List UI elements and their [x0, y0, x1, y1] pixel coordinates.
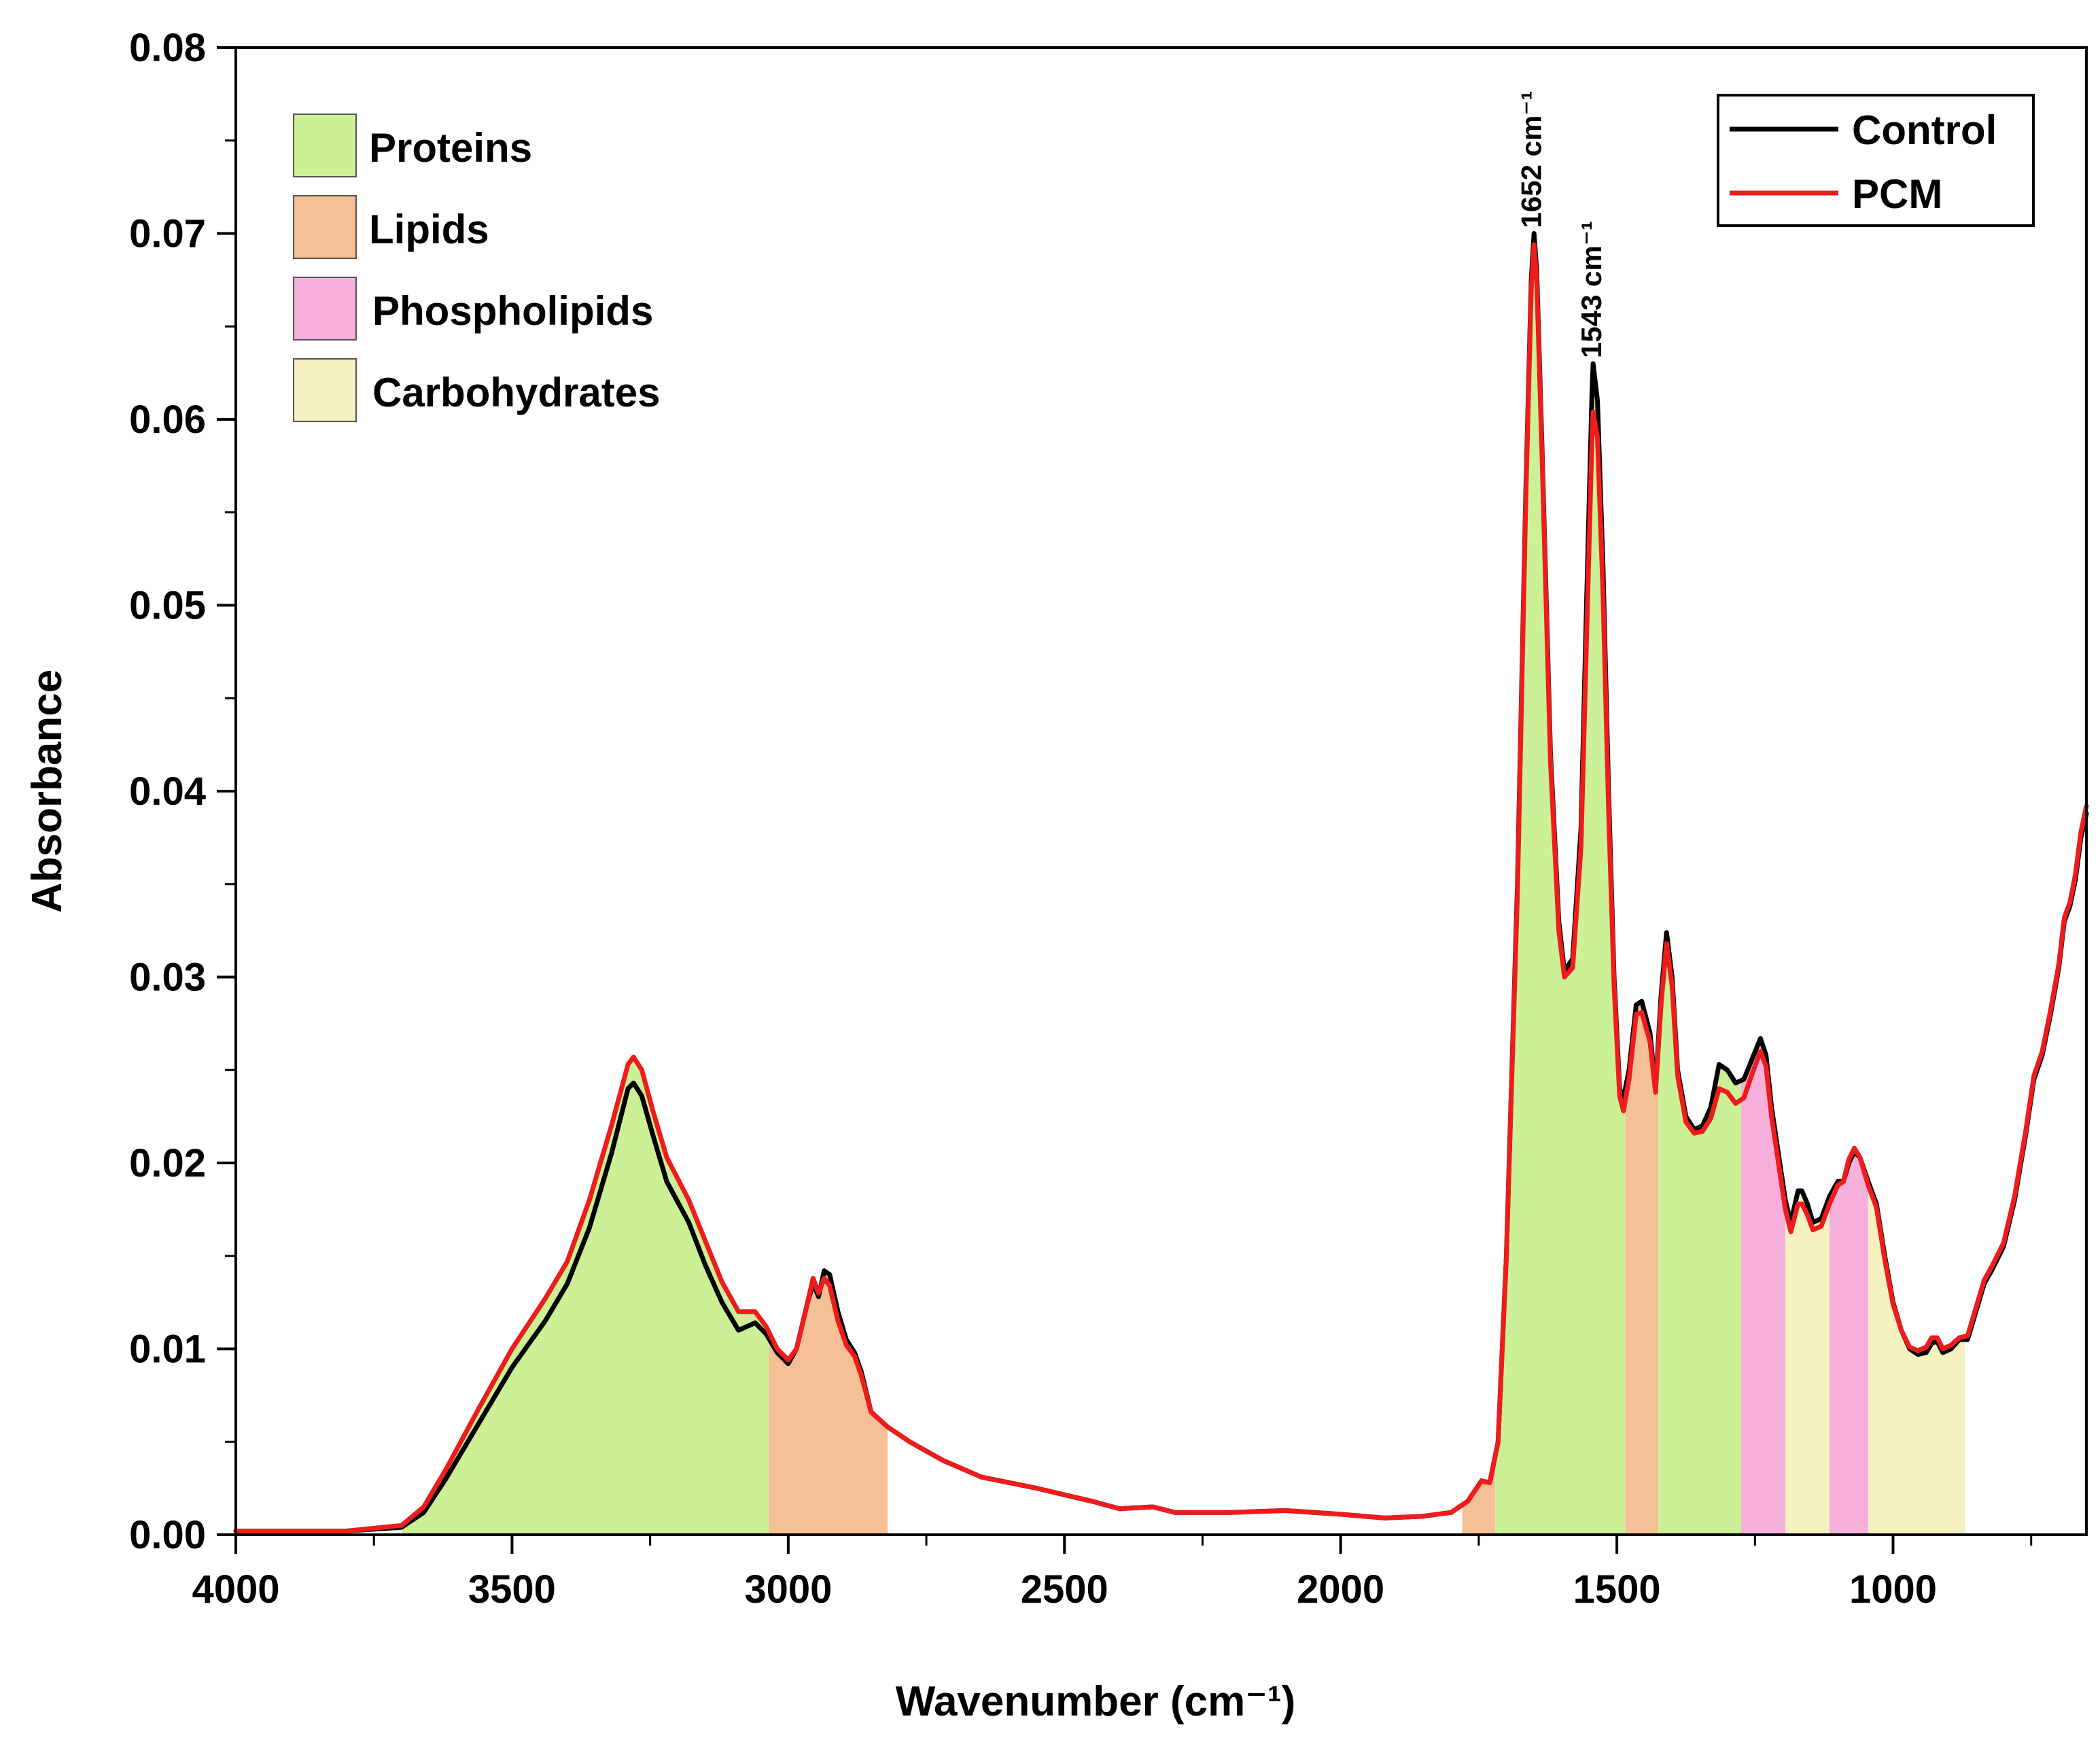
legend-swatch-carbohydrates — [293, 358, 357, 422]
spectral-regions — [401, 233, 1965, 1535]
legend-swatch-lipids — [293, 195, 357, 259]
region-phospholipids-6 — [1741, 1038, 1785, 1535]
x-tick-label-2500: 2500 — [1021, 1567, 1108, 1612]
y-tick-label-8: 0.08 — [129, 26, 206, 70]
region-phospholipids-8 — [1830, 1148, 1868, 1535]
y-tick-label-1: 0.01 — [129, 1327, 206, 1372]
x-tick-label-4000: 4000 — [192, 1567, 279, 1612]
y-axis-ticks: 0.00 0.01 0.02 0.03 0.04 0.05 0.06 0.07 0.08 — [129, 26, 236, 1557]
x-axis-title: Wavenumber (cm⁻¹) — [896, 1678, 1296, 1725]
series-legend-box — [1717, 94, 2035, 227]
region-lipids-4 — [1625, 1001, 1659, 1535]
region-proteins-0 — [401, 1057, 769, 1535]
peak-annotation-0: 1652 cm⁻¹ — [1516, 91, 1547, 228]
y-tick-label-5: 0.05 — [129, 584, 206, 628]
x-tick-label-1000: 1000 — [1849, 1567, 1937, 1612]
x-tick-label-1500: 1500 — [1573, 1567, 1661, 1612]
legend-label-control: Control — [1852, 107, 1997, 153]
series-line-pcm — [233, 242, 2089, 1533]
y-tick-label-6: 0.06 — [129, 398, 206, 442]
legend-swatch-proteins — [293, 114, 357, 177]
y-tick-label-7: 0.07 — [129, 212, 206, 256]
y-tick-label-0: 0.00 — [129, 1513, 206, 1557]
region-carbohydrates-9 — [1868, 1181, 1965, 1535]
x-tick-label-3000: 3000 — [744, 1567, 832, 1612]
legend-label-carbohydrates: Carbohydrates — [372, 370, 660, 415]
region-carbohydrates-7 — [1785, 1191, 1830, 1535]
x-axis-ticks: 4000 3500 3000 2500 2000 1500 1000 — [192, 1535, 2033, 1612]
legend-label-pcm: PCM — [1852, 171, 1942, 217]
legend-label-lipids: Lipids — [369, 207, 489, 252]
x-tick-label-3500: 3500 — [468, 1567, 556, 1612]
peak-annotation-1: 1543 cm⁻¹ — [1575, 221, 1607, 358]
y-axis-title: Absorbance — [24, 669, 71, 913]
x-tick-label-2000: 2000 — [1297, 1567, 1384, 1612]
legend-swatch-phospholipids — [293, 277, 357, 341]
series-legend: Control PCM — [1717, 94, 2035, 227]
y-tick-label-2: 0.02 — [129, 1141, 206, 1185]
region-lipids-2 — [1462, 1455, 1496, 1535]
region-proteins-3 — [1495, 233, 1626, 1535]
legend-label-proteins: Proteins — [369, 125, 532, 171]
legend-label-phospholipids: Phospholipids — [372, 288, 653, 334]
series-lines — [233, 231, 2089, 1533]
y-tick-label-3: 0.03 — [129, 956, 206, 1000]
peak-annotations: 1652 cm⁻¹ 1543 cm⁻¹ — [1516, 91, 1608, 358]
region-lipids-1 — [769, 1270, 888, 1535]
region-legend: Proteins Lipids Phospholipids Carbohydra… — [293, 114, 660, 422]
y-tick-label-4: 0.04 — [129, 769, 206, 814]
